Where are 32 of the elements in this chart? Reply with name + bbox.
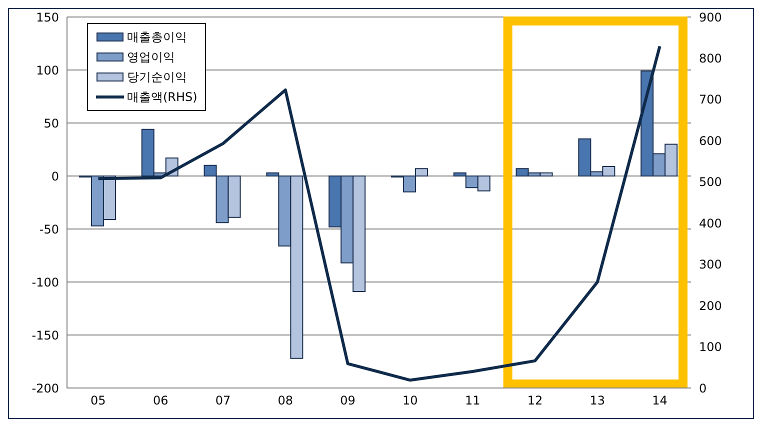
legend-label: 당기순이익 [127,68,187,86]
y-tick-label: 100 [36,63,59,78]
y2-tick-label: 0 [699,381,707,396]
y-tick-label: -150 [32,328,59,342]
y2-tick-label: 900 [699,10,722,24]
x-tick-label: 09 [340,394,356,408]
x-tick-label: 05 [90,394,106,408]
y-tick-label: -100 [32,275,59,290]
x-tick-label: 11 [464,394,480,408]
y2-tick-label: 300 [699,258,722,272]
legend-label: 매출액(RHS) [127,88,198,106]
x-tick-label: 12 [527,394,543,408]
legend-label: 영업이익 [127,48,175,66]
x-tick-label: 13 [590,394,606,408]
y-tick-label: 150 [36,10,59,24]
y2-tick-label: 800 [699,51,722,66]
y2-tick-label: 600 [699,134,722,148]
x-tick-label: 10 [402,394,418,408]
legend-label: 매출총이익 [127,28,187,46]
y2-tick-label: 500 [699,175,722,190]
x-tick-label: 06 [152,394,168,408]
x-tick-label: 14 [652,394,668,408]
y2-tick-label: 200 [699,298,722,313]
y2-tick-label: 400 [699,216,722,230]
y-tick-label: -50 [39,222,59,236]
y-tick-label: 0 [51,169,59,184]
x-tick-label: 07 [215,394,231,408]
y2-tick-label: 100 [699,340,722,354]
y-tick-label: -200 [32,381,59,396]
y-tick-label: 50 [44,116,59,130]
y2-tick-label: 700 [699,92,722,107]
x-tick-label: 08 [278,394,294,408]
